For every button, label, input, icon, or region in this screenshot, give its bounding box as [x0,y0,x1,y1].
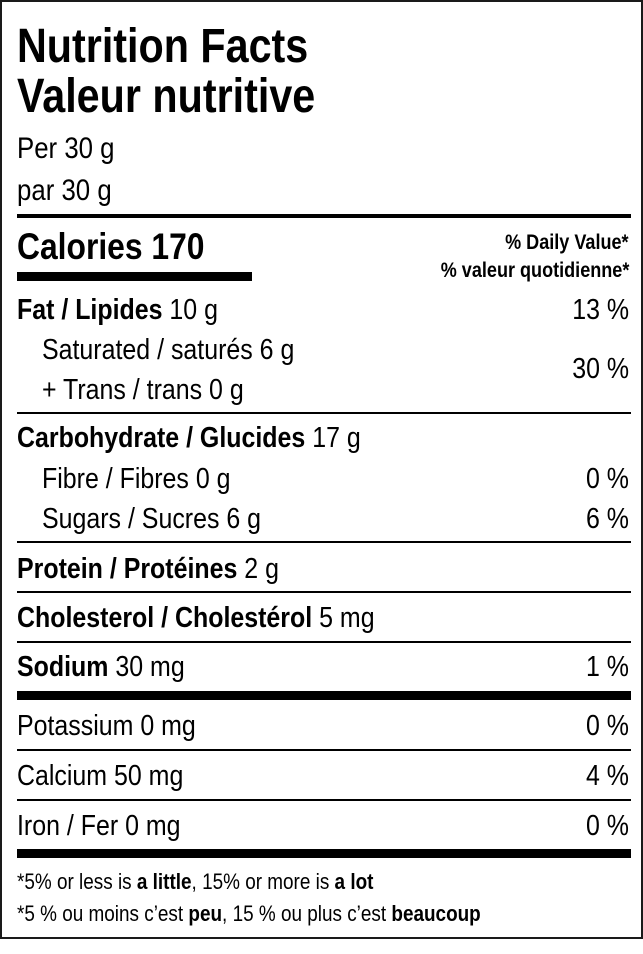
protein-row: Protein / Protéines 2 g [17,555,279,584]
divider [17,749,631,751]
cholesterol-row: Cholesterol / Cholestérol 5 mg [17,604,375,633]
serving-size-en: Per 30 g [17,132,115,165]
divider [17,799,631,801]
sat-trans-dv: 30 % [572,353,629,385]
saturated-row: Saturated / saturés 6 g [42,334,295,366]
carbohydrate-row: Carbohydrate / Glucides 17 g [17,424,361,453]
calories-value: 170 [151,226,205,267]
carbohydrate-amount: 17 g [312,422,361,454]
fibre-row: Fibre / Fibres 0 g [42,463,231,495]
fat-label: Fat / Lipides [17,294,163,326]
sugars-dv: 6 % [586,503,629,535]
divider [17,641,631,643]
divider-thick [17,849,631,858]
potassium-row: Potassium 0 mg [17,710,196,742]
dv-header-en: % Daily Value* [505,231,629,254]
footnote-text: , 15% or more is [191,869,335,894]
divider [17,541,631,543]
footnote-fr: *5 % ou moins c’est peu, 15 % ou plus c’… [17,903,481,925]
footnote-text: , 15 % ou plus c’est [222,901,392,926]
footnote-bold: beaucoup [391,901,481,926]
iron-row: Iron / Fer 0 mg [17,810,181,842]
serving-size-fr: par 30 g [17,174,112,207]
footnote-bold: a little [136,869,192,894]
potassium-dv: 0 % [586,710,629,742]
protein-label: Protein / Protéines [17,553,238,585]
footnote-text: *5% or less is [17,869,137,894]
fat-amount: 10 g [169,294,218,326]
sodium-amount: 30 mg [115,651,185,683]
footnote-bold: a lot [334,869,374,894]
iron-dv: 0 % [586,810,629,842]
calories-label: Calories [17,226,143,267]
divider-thick [17,691,631,700]
divider-thick [17,214,631,218]
sodium-label: Sodium [17,651,109,683]
carbohydrate-label: Carbohydrate / Glucides [17,422,306,454]
calories: Calories 170 [17,228,205,265]
sodium-dv: 1 % [586,651,629,683]
trans-row: + Trans / trans 0 g [42,374,244,406]
sugars-row: Sugars / Sucres 6 g [42,503,262,535]
footnote-en: *5% or less is a little, 15% or more is … [17,871,373,893]
fat-row: Fat / Lipides 10 g [17,296,218,325]
sodium-row: Sodium 30 mg [17,653,185,682]
cholesterol-label: Cholesterol / Cholestérol [17,602,313,634]
calcium-dv: 4 % [586,760,629,792]
cholesterol-amount: 5 mg [319,602,375,634]
protein-amount: 2 g [244,553,279,585]
divider [17,591,631,593]
footnote-text: *5 % ou moins c’est [17,901,189,926]
calories-underbar [17,272,252,281]
title-fr: Valeur nutritive [17,70,316,123]
title-en: Nutrition Facts [17,20,309,73]
dv-header-fr: % valeur quotidienne* [440,259,629,282]
footnote-bold: peu [188,901,223,926]
fat-dv: 13 % [572,294,629,326]
calcium-row: Calcium 50 mg [17,760,184,792]
fibre-dv: 0 % [586,463,629,495]
divider [17,412,631,414]
